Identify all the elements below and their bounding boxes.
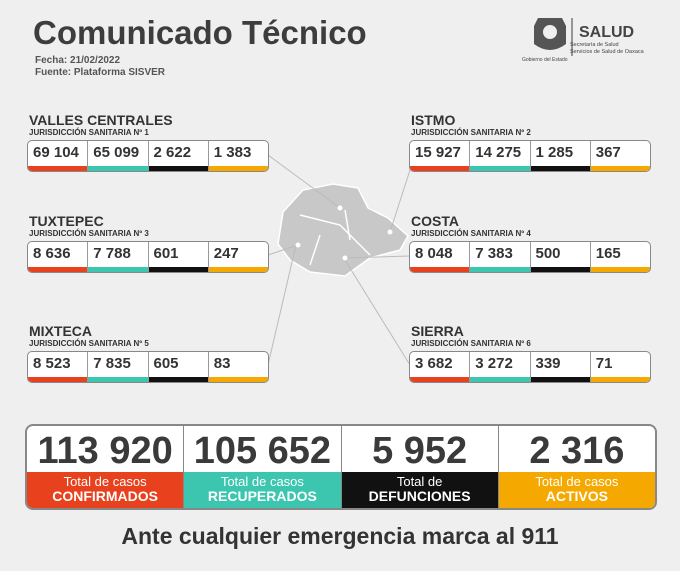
region-value: 247: [208, 242, 268, 272]
region-value: 65 099: [88, 141, 149, 171]
total-label: Total de casos ACTIVOS: [498, 472, 655, 508]
region-name: TUXTEPEC: [29, 213, 104, 229]
region-jurisdiction: JURISDICCIÓN SANITARIA Nº 3: [29, 229, 149, 238]
total-value: 2 316: [529, 430, 625, 472]
region-name: MIXTECA: [29, 323, 92, 339]
total-label-strong: RECUPERADOS: [207, 488, 317, 504]
region-value: 165: [590, 242, 650, 272]
region-value: 69 104: [28, 141, 89, 171]
total-label: Total de casos CONFIRMADOS: [27, 472, 184, 508]
total-label: Total de DEFUNCIONES: [341, 472, 498, 508]
region-value: 15 927: [410, 141, 471, 171]
region-value: 83: [208, 352, 268, 382]
region-box: 15 927 14 275 1 285 367: [409, 140, 651, 172]
total-value: 113 920: [37, 430, 173, 472]
total-card: 2 316 Total de casos ACTIVOS: [498, 426, 655, 508]
total-label-line: Total de casos: [63, 474, 147, 489]
footer: Ante cualquier emergencia marca al 911: [121, 523, 559, 549]
logo-line: Secretaría de Salud: [570, 42, 619, 48]
region-jurisdiction: JURISDICCIÓN SANITARIA Nº 4: [411, 229, 531, 238]
title: Comunicado Técnico: [33, 14, 367, 51]
region-box: 69 104 65 099 2 622 1 383: [27, 140, 269, 172]
region-value: 71: [590, 352, 650, 382]
region-name: ISTMO: [411, 112, 456, 128]
region-value: 601: [148, 242, 209, 272]
region-jurisdiction: JURISDICCIÓN SANITARIA Nº 5: [29, 339, 149, 348]
source: Fuente: Plataforma SISVER: [35, 67, 166, 78]
logo-line: Servicios de Salud de Oaxaca: [570, 49, 644, 55]
region-value: 7 788: [88, 242, 149, 272]
region-value: 14 275: [470, 141, 531, 171]
region-value: 3 682: [410, 352, 471, 382]
region-value: 8 048: [410, 242, 471, 272]
region-box: 8 636 7 788 601 247: [27, 241, 269, 273]
region-value: 500: [530, 242, 591, 272]
logo: [534, 18, 573, 56]
total-label-strong: DEFUNCIONES: [368, 488, 471, 504]
logo-brand: SALUD: [579, 24, 635, 41]
total-label-strong: CONFIRMADOS: [52, 488, 159, 504]
region-box: 8 048 7 383 500 165: [409, 241, 651, 273]
region-value: 367: [590, 141, 650, 171]
total-value: 105 652: [193, 430, 332, 472]
logo-caption: Gobierno del Estado: [522, 57, 568, 63]
date: Fecha: 21/02/2022: [35, 55, 121, 66]
total-card: 113 920 Total de casos CONFIRMADOS: [27, 426, 185, 508]
total-label-line: Total de: [396, 474, 443, 489]
region-value: 605: [148, 352, 209, 382]
total-card: 105 652 Total de casos RECUPERADOS: [184, 426, 342, 508]
total-label: Total de casos RECUPERADOS: [184, 472, 341, 508]
region-name: SIERRA: [411, 323, 464, 339]
total-value: 5 952: [372, 430, 468, 472]
totals: 113 920 Total de casos CONFIRMADOS 105 652 T…: [25, 424, 657, 510]
region-jurisdiction: JURISDICCIÓN SANITARIA Nº 2: [411, 128, 531, 137]
region-jurisdiction: JURISDICCIÓN SANITARIA Nº 6: [411, 339, 531, 348]
total-label-strong: ACTIVOS: [545, 488, 608, 504]
region-value: 339: [530, 352, 591, 382]
region-value: 8 636: [28, 242, 89, 272]
region-box: 8 523 7 835 605 83: [27, 351, 269, 383]
total-label-line: Total de casos: [220, 474, 304, 489]
region-value: 7 383: [470, 242, 531, 272]
map: [267, 154, 411, 366]
region-value: 7 835: [88, 352, 149, 382]
region-jurisdiction: JURISDICCIÓN SANITARIA Nº 1: [29, 128, 149, 137]
total-card: 5 952 Total de DEFUNCIONES: [341, 426, 499, 508]
region-value: 2 622: [148, 141, 209, 171]
region-value: 1 383: [208, 141, 268, 171]
total-label-line: Total de casos: [535, 474, 619, 489]
region-name: VALLES CENTRALES: [29, 112, 173, 128]
region-value: 3 272: [470, 352, 531, 382]
region-value: 1 285: [530, 141, 591, 171]
region-box: 3 682 3 272 339 71: [409, 351, 651, 383]
region-value: 8 523: [28, 352, 89, 382]
region-name: COSTA: [411, 213, 459, 229]
